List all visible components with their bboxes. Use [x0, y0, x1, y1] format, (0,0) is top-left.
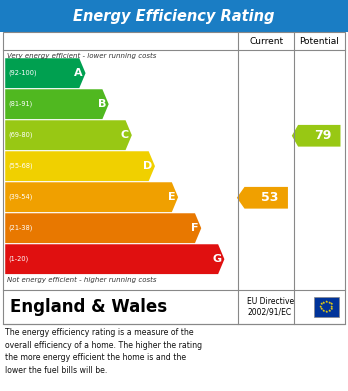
- Text: ★: ★: [325, 300, 328, 304]
- Text: ★: ★: [329, 302, 333, 307]
- Text: (81-91): (81-91): [9, 101, 33, 108]
- Text: (55-68): (55-68): [9, 163, 33, 169]
- Text: Not energy efficient - higher running costs: Not energy efficient - higher running co…: [7, 277, 157, 283]
- Text: (1-20): (1-20): [9, 256, 29, 262]
- Text: D: D: [143, 161, 152, 171]
- Text: ★: ★: [320, 302, 324, 307]
- Text: the more energy efficient the home is and the: the more energy efficient the home is an…: [5, 353, 186, 362]
- Text: ★: ★: [322, 309, 325, 313]
- Text: lower the fuel bills will be.: lower the fuel bills will be.: [5, 366, 108, 375]
- Text: ★: ★: [327, 301, 331, 305]
- Text: ★: ★: [319, 305, 323, 309]
- Text: A: A: [74, 68, 83, 78]
- Text: ★: ★: [330, 305, 334, 309]
- Polygon shape: [5, 244, 224, 274]
- Text: overall efficiency of a home. The higher the rating: overall efficiency of a home. The higher…: [5, 341, 202, 350]
- Bar: [314, 297, 339, 317]
- Text: EU Directive: EU Directive: [247, 297, 294, 307]
- Text: C: C: [121, 130, 129, 140]
- Text: ★: ★: [325, 310, 328, 314]
- Text: 2002/91/EC: 2002/91/EC: [247, 307, 291, 317]
- Polygon shape: [5, 58, 86, 88]
- Text: F: F: [191, 223, 198, 233]
- Polygon shape: [5, 120, 132, 150]
- Text: 53: 53: [261, 191, 278, 204]
- Text: ★: ★: [320, 307, 324, 312]
- Text: G: G: [213, 254, 222, 264]
- Bar: [0, 0, 348, 32]
- Text: Potential: Potential: [299, 36, 339, 46]
- Text: Very energy efficient - lower running costs: Very energy efficient - lower running co…: [7, 53, 156, 59]
- Polygon shape: [5, 151, 155, 181]
- Text: (92-100): (92-100): [9, 70, 37, 76]
- Text: (39-54): (39-54): [9, 194, 33, 201]
- Text: ★: ★: [322, 301, 325, 305]
- Text: England & Wales: England & Wales: [10, 298, 168, 316]
- Text: Energy Efficiency Rating: Energy Efficiency Rating: [73, 9, 275, 23]
- Text: ★: ★: [329, 307, 333, 312]
- Text: (21-38): (21-38): [9, 225, 33, 231]
- Polygon shape: [5, 213, 201, 243]
- Polygon shape: [237, 187, 288, 209]
- Text: E: E: [168, 192, 175, 202]
- Text: B: B: [97, 99, 106, 109]
- Polygon shape: [5, 89, 109, 119]
- Text: (69-80): (69-80): [9, 132, 33, 138]
- Text: ★: ★: [327, 309, 331, 313]
- Text: Current: Current: [249, 36, 283, 46]
- Polygon shape: [5, 182, 178, 212]
- Text: The energy efficiency rating is a measure of the: The energy efficiency rating is a measur…: [5, 328, 194, 337]
- Text: 79: 79: [314, 129, 331, 142]
- Bar: [3, 32, 345, 324]
- Polygon shape: [292, 125, 340, 147]
